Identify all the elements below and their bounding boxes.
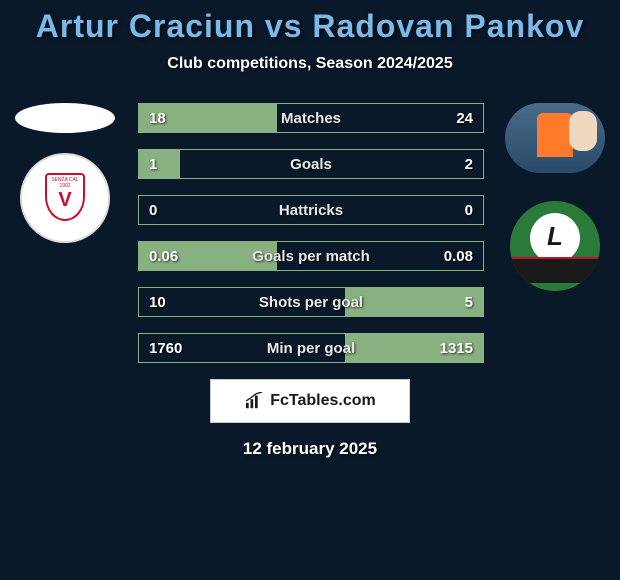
stat-value-right: 0.08: [444, 248, 473, 265]
subtitle: Club competitions, Season 2024/2025: [0, 55, 620, 73]
club-badge-right: L: [510, 201, 600, 291]
footer-brand-text: FcTables.com: [270, 392, 376, 410]
player-right-avatar: [505, 103, 605, 173]
shield-letter: V: [58, 189, 71, 212]
shield-icon: SENZA CAL 1902 V: [45, 173, 85, 221]
stat-value-left: 1: [149, 156, 157, 173]
stat-row: 10 Shots per goal 5: [138, 287, 484, 317]
stat-row: 0.06 Goals per match 0.08: [138, 241, 484, 271]
stat-value-left: 18: [149, 110, 166, 127]
stat-row: 18 Matches 24: [138, 103, 484, 133]
stat-value-left: 10: [149, 294, 166, 311]
stat-value-left: 0.06: [149, 248, 178, 265]
club-badge-left: SENZA CAL 1902 V: [20, 153, 110, 243]
stat-value-right: 1315: [440, 340, 473, 357]
stat-value-left: 0: [149, 202, 157, 219]
stat-rows: 18 Matches 24 1 Goals 2 0 Hattricks 0 0.06 Goals p…: [138, 103, 484, 363]
stat-label: Goals: [290, 156, 332, 173]
stat-row: 0 Hattricks 0: [138, 195, 484, 225]
right-player-column: L: [500, 103, 610, 291]
player-left-avatar: [15, 103, 115, 133]
date-text: 12 february 2025: [0, 439, 620, 459]
stat-label: Matches: [281, 110, 341, 127]
stat-row: 1760 Min per goal 1315: [138, 333, 484, 363]
stat-value-right: 2: [465, 156, 473, 173]
stat-bar-right: [345, 288, 483, 316]
chart-icon: [244, 392, 266, 410]
stat-value-right: 24: [456, 110, 473, 127]
stat-value-right: 5: [465, 294, 473, 311]
stat-label: Goals per match: [252, 248, 370, 265]
page-title: Artur Craciun vs Radovan Pankov: [0, 8, 620, 45]
club-letter-icon: L: [540, 221, 570, 255]
stat-bar-left: [139, 150, 180, 178]
stat-value-left: 1760: [149, 340, 182, 357]
stat-label: Hattricks: [279, 202, 343, 219]
stat-label: Shots per goal: [259, 294, 363, 311]
left-player-column: SENZA CAL 1902 V: [10, 103, 120, 243]
stat-value-right: 0: [465, 202, 473, 219]
stat-label: Min per goal: [267, 340, 355, 357]
stats-area: SENZA CAL 1902 V L 18 Matches 24 1 Goals 2 0 Ha…: [0, 103, 620, 363]
stat-row: 1 Goals 2: [138, 149, 484, 179]
footer-brand-badge[interactable]: FcTables.com: [210, 379, 410, 423]
